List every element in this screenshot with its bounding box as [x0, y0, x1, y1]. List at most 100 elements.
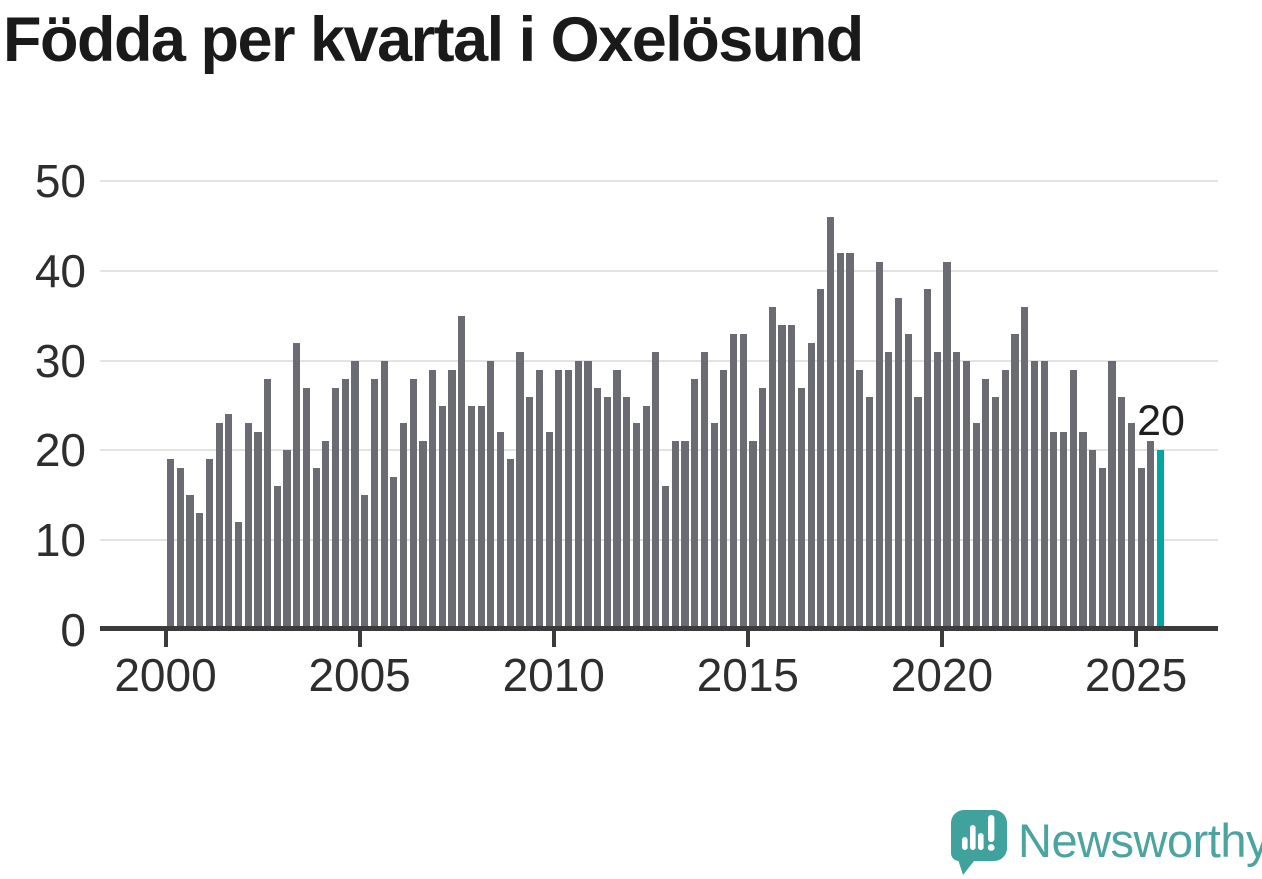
bar-2013-Q3	[691, 378, 699, 630]
bar-2000-Q4	[196, 513, 204, 630]
x-axis-line	[100, 626, 1218, 631]
bar-2006-Q2	[409, 378, 417, 630]
bar-2025-Q3	[1157, 450, 1165, 630]
bar-2021-Q1	[982, 378, 990, 630]
bar-2000-Q2	[176, 468, 184, 630]
bar-2018-Q3	[885, 351, 893, 630]
bar-2004-Q2	[332, 387, 340, 630]
bar-2012-Q1	[632, 423, 641, 630]
bar-2005-Q2	[370, 378, 378, 630]
bar-2003-Q1	[283, 450, 291, 630]
bar-2016-Q1	[788, 324, 796, 630]
bar-2015-Q4	[778, 324, 786, 630]
bar-2002-Q1	[244, 423, 252, 630]
bar-2007-Q1	[438, 405, 446, 630]
bar-2021-Q4	[1011, 333, 1019, 630]
bar-2019-Q2	[914, 396, 922, 630]
bar-2016-Q2	[797, 387, 806, 630]
x-tick-2005	[357, 631, 362, 647]
bar-2014-Q1	[710, 423, 718, 630]
bar-2009-Q4	[545, 432, 553, 630]
bar-2023-Q3	[1079, 432, 1087, 630]
bar-2008-Q3	[497, 432, 505, 630]
bar-2004-Q3	[341, 378, 349, 630]
bar-2008-Q1	[477, 405, 485, 630]
bar-2014-Q4	[739, 333, 747, 630]
bar-2019-Q4	[933, 351, 941, 630]
bar-2000-Q1	[167, 459, 175, 630]
bar-2017-Q2	[836, 252, 844, 630]
bar-2011-Q3	[613, 369, 621, 630]
y-tick-label: 20	[34, 424, 86, 477]
bar-2022-Q2	[1030, 360, 1039, 630]
bar-2007-Q2	[448, 369, 456, 630]
bar-2018-Q2	[875, 261, 883, 630]
bar-2006-Q4	[429, 369, 437, 630]
bar-2005-Q3	[380, 360, 388, 630]
bar-2005-Q1	[361, 495, 369, 630]
bar-2006-Q3	[419, 441, 427, 630]
newsworthy-logo: Newsworthy	[947, 808, 1262, 878]
y-tick-label: 0	[60, 604, 86, 656]
bar-2020-Q4	[972, 423, 980, 630]
newsworthy-wordmark: Newsworthy	[1018, 814, 1262, 867]
bar-2011-Q1	[594, 387, 602, 630]
bar-2012-Q3	[652, 351, 660, 630]
bar-2004-Q4	[351, 360, 359, 630]
bar-2001-Q4	[234, 522, 243, 630]
bar-2014-Q3	[729, 333, 738, 630]
bar-2013-Q2	[681, 441, 689, 630]
gridline-y-40	[100, 269, 1218, 272]
y-tick-label: 30	[34, 334, 86, 387]
bar-2013-Q4	[700, 351, 709, 630]
bar-2010-Q1	[555, 369, 563, 630]
bar-2011-Q4	[623, 396, 631, 630]
bar-2010-Q4	[584, 360, 592, 630]
bar-2015-Q3	[768, 306, 776, 630]
bar-2021-Q3	[1001, 369, 1009, 630]
bar-2022-Q4	[1050, 432, 1058, 630]
x-tick-2025	[1134, 631, 1139, 647]
bar-2002-Q4	[273, 486, 281, 630]
bar-2012-Q2	[642, 405, 650, 630]
bar-2009-Q3	[535, 369, 543, 630]
bar-2024-Q3	[1118, 396, 1126, 630]
bar-2023-Q4	[1089, 450, 1097, 630]
bar-2001-Q2	[215, 423, 223, 630]
bar-2011-Q2	[603, 396, 611, 630]
bar-2003-Q3	[302, 387, 311, 630]
bar-2002-Q2	[254, 432, 262, 630]
bar-2000-Q3	[186, 495, 194, 630]
bar-2002-Q3	[264, 378, 272, 630]
bar-2019-Q3	[924, 288, 932, 630]
y-tick-label: 40	[34, 244, 86, 297]
bar-2004-Q1	[322, 441, 330, 630]
y-tick-label: 50	[34, 155, 86, 207]
bar-2018-Q4	[894, 297, 903, 630]
bar-2021-Q2	[992, 396, 1000, 630]
bar-2023-Q2	[1069, 369, 1077, 630]
bar-2008-Q2	[487, 360, 495, 630]
bar-2003-Q2	[293, 342, 301, 630]
bar-2017-Q3	[846, 252, 854, 630]
x-tick-label: 2025	[1084, 649, 1188, 701]
x-tick-label: 2015	[696, 649, 800, 701]
bar-2025-Q2	[1147, 441, 1155, 630]
bar-2019-Q1	[904, 333, 912, 630]
bar-2018-Q1	[865, 396, 874, 630]
bar-2009-Q1	[516, 351, 524, 630]
x-tick-label: 2020	[890, 649, 994, 701]
x-tick-2010	[551, 631, 556, 647]
x-tick-label: 2010	[502, 649, 605, 701]
bar-2007-Q3	[458, 315, 466, 630]
gridline-y-50	[100, 180, 1218, 182]
bar-2024-Q2	[1108, 360, 1116, 630]
bar-2013-Q1	[671, 441, 679, 630]
bar-2024-Q1	[1098, 468, 1106, 630]
bar-2003-Q4	[312, 468, 320, 630]
x-tick-2020	[939, 631, 944, 647]
newsworthy-speech-bubble-chart-icon	[951, 810, 1007, 875]
bar-2015-Q2	[759, 387, 767, 630]
x-tick-2000	[163, 631, 168, 647]
